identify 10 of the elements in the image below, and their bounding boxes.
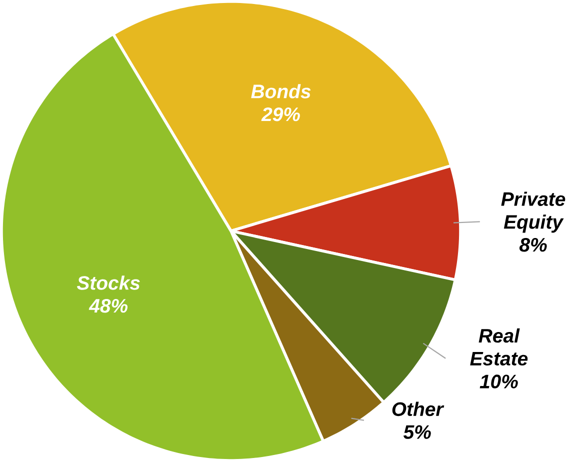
data-label: 29% bbox=[261, 107, 300, 122]
slice-label: Real Estate bbox=[470, 328, 528, 366]
slice-label: Stocks bbox=[76, 276, 140, 290]
data-label: 48% bbox=[88, 298, 128, 313]
data-label: 8% bbox=[519, 238, 547, 252]
data-label: 5% bbox=[404, 425, 431, 439]
slice-label: Private Equity bbox=[501, 192, 566, 233]
slice-label: Other bbox=[392, 402, 444, 416]
slice-label: Bonds bbox=[251, 84, 311, 98]
data-label: 10% bbox=[480, 374, 518, 388]
